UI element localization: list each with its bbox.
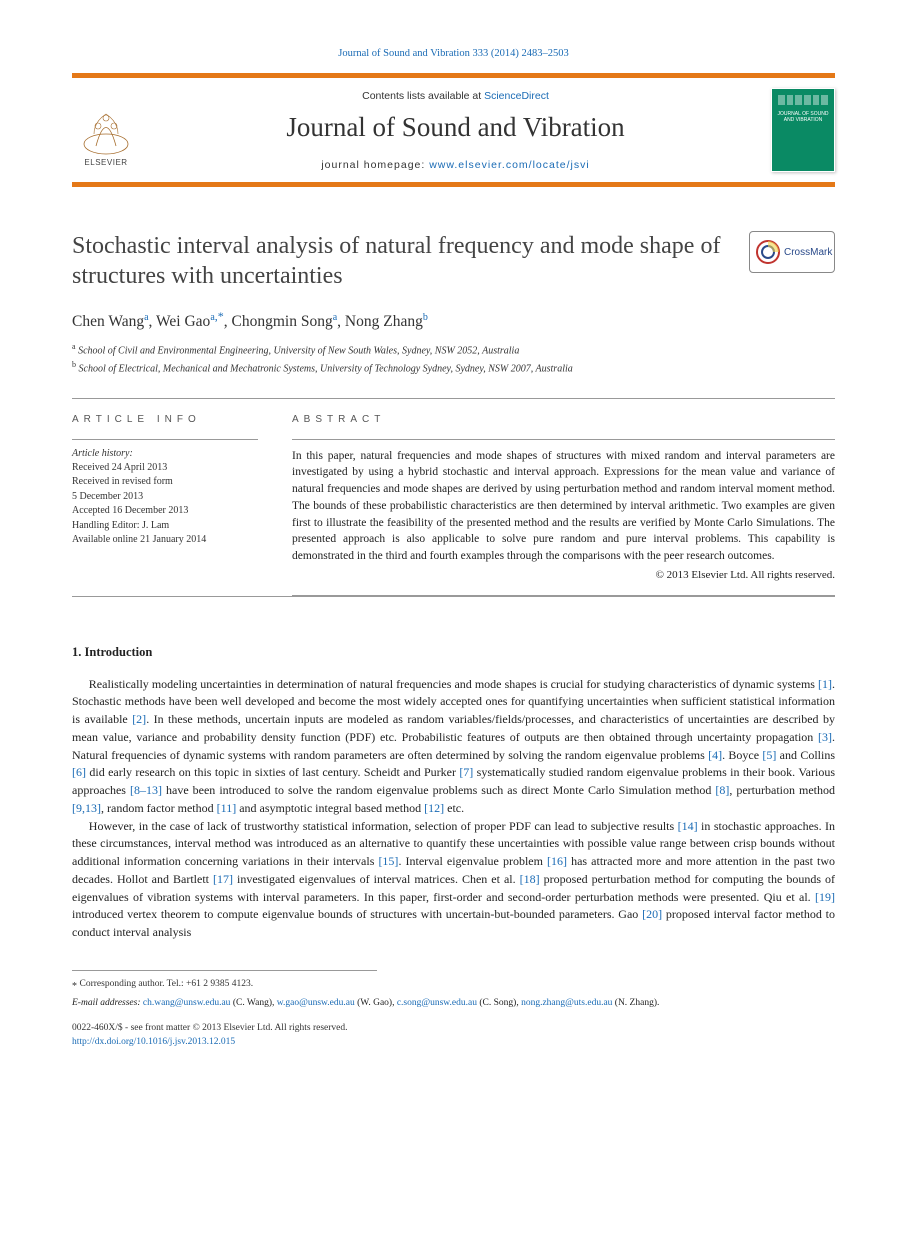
ref-link[interactable]: [1] [818,677,832,691]
author: Wei Gao [156,313,210,330]
affiliation-sup: a [333,312,337,323]
ref-link[interactable]: [18] [520,872,540,886]
title-block: Stochastic interval analysis of natural … [72,231,835,377]
body-text: Realistically modeling uncertainties in … [72,676,835,942]
masthead-center: Contents lists available at ScienceDirec… [156,90,755,171]
paper-title: Stochastic interval analysis of natural … [72,231,729,291]
journal-cover-thumb: JOURNAL OF SOUND AND VIBRATION [771,88,835,172]
ref-link[interactable]: [5] [762,748,776,762]
corresponding-marker: ,* [215,309,224,323]
contents-list-line: Contents lists available at ScienceDirec… [156,90,755,102]
issn-line: 0022-460X/$ - see front matter © 2013 El… [72,1022,835,1036]
elsevier-logo-text: ELSEVIER [84,158,127,167]
journal-homepage-link[interactable]: www.elsevier.com/locate/jsvi [429,159,589,171]
history-line: Accepted 16 December 2013 [72,504,258,519]
ref-link[interactable]: [19] [815,890,835,904]
ref-link[interactable]: [16] [547,854,567,868]
history-line: Available online 21 January 2014 [72,533,258,548]
section-title: 1. Introduction [72,645,835,660]
homepage-prefix: journal homepage: [321,159,429,171]
ref-link[interactable]: [6] [72,765,86,779]
elsevier-logo: ELSEVIER [72,93,140,167]
email-link[interactable]: c.song@unsw.edu.au [397,998,477,1008]
affiliation-line: b School of Electrical, Mechanical and M… [72,359,729,377]
ref-link[interactable]: [7] [459,765,473,779]
sciencedirect-link[interactable]: ScienceDirect [484,90,549,102]
article-history-label: Article history: [72,448,258,459]
ref-link[interactable]: [2] [132,712,146,726]
history-line: 5 December 2013 [72,490,258,505]
crossmark-label: CrossMark [784,247,832,258]
author-list: Chen Wanga, Wei Gaoa,*, Chongmin Songa, … [72,309,729,331]
doi-link[interactable]: http://dx.doi.org/10.1016/j.jsv.2013.12.… [72,1037,235,1047]
paper-page: Journal of Sound and Vibration 333 (2014… [0,0,907,1090]
crossmark-badge[interactable]: CrossMark [749,231,835,273]
email-footnote: E-mail addresses: ch.wang@unsw.edu.au (C… [72,996,835,1010]
journal-title: Journal of Sound and Vibration [156,112,755,143]
divider [72,398,835,399]
affiliation-sup: a [144,312,148,323]
ref-link[interactable]: [17] [213,872,233,886]
article-info-heading: ARTICLE INFO [72,414,258,425]
ref-link[interactable]: [4] [708,748,722,762]
affiliation-line: a School of Civil and Environmental Engi… [72,341,729,359]
ref-link[interactable]: [15] [378,854,398,868]
email-link[interactable]: nong.zhang@uts.edu.au [521,998,612,1008]
abstract-copyright: © 2013 Elsevier Ltd. All rights reserved… [292,569,835,581]
history-line: Received 24 April 2013 [72,461,258,476]
crossmark-icon [756,240,780,264]
ref-link[interactable]: [11] [217,801,237,815]
page-footer: 0022-460X/$ - see front matter © 2013 El… [72,1022,835,1050]
elsevier-tree-icon [76,104,136,158]
info-abstract-row: ARTICLE INFO Article history: Received 2… [72,414,835,596]
email-link[interactable]: w.gao@unsw.edu.au [277,998,355,1008]
history-line: Handling Editor: J. Lam [72,519,258,534]
ref-link[interactable]: [14] [678,819,698,833]
ref-link[interactable]: [8–13] [130,783,162,797]
ref-link[interactable]: [9,13] [72,801,101,815]
email-label: E-mail addresses: [72,998,143,1008]
corresponding-marker: * [72,981,80,992]
ref-link[interactable]: [8] [715,783,729,797]
history-line: Received in revised form [72,475,258,490]
article-history: Received 24 April 2013 Received in revis… [72,461,258,548]
cover-thumb-label: JOURNAL OF SOUND AND VIBRATION [776,111,830,123]
author: Chongmin Song [232,313,333,330]
abstract-heading: ABSTRACT [292,414,835,425]
ref-link[interactable]: [20] [642,907,662,921]
introduction-section: 1. Introduction Realistically modeling u… [72,645,835,942]
affiliations: a School of Civil and Environmental Engi… [72,341,729,377]
journal-citation-link[interactable]: Journal of Sound and Vibration 333 (2014… [72,48,835,59]
article-info-col: ARTICLE INFO Article history: Received 2… [72,414,258,596]
abstract-text: In this paper, natural frequencies and m… [292,448,835,565]
divider [292,595,835,596]
journal-masthead: ELSEVIER Contents lists available at Sci… [72,73,835,187]
author: Chen Wang [72,313,144,330]
divider [72,596,835,597]
abstract-col: ABSTRACT In this paper, natural frequenc… [292,414,835,596]
journal-homepage-line: journal homepage: www.elsevier.com/locat… [156,159,755,171]
ref-link[interactable]: [3] [818,730,832,744]
contents-prefix: Contents lists available at [362,90,484,102]
corresponding-author-footnote: * Corresponding author. Tel.: +61 2 9385… [72,970,377,994]
affiliation-sup: b [423,312,428,323]
email-link[interactable]: ch.wang@unsw.edu.au [143,998,231,1008]
ref-link[interactable]: [12] [424,801,444,815]
author: Nong Zhang [345,313,423,330]
